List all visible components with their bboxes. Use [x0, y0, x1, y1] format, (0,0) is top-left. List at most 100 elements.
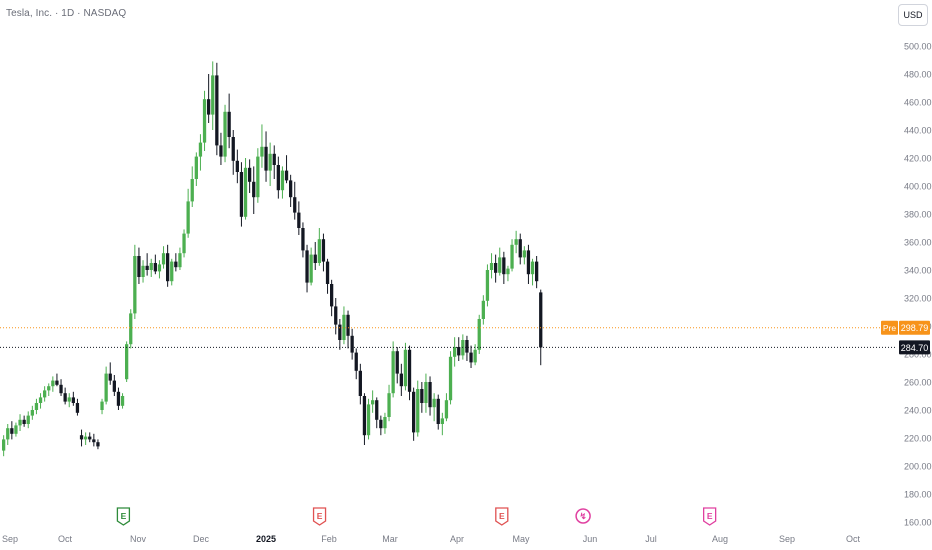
candle — [272, 145, 276, 179]
candle — [514, 230, 518, 254]
candle — [211, 61, 215, 130]
candle — [112, 375, 116, 396]
candle — [26, 411, 30, 429]
candle — [407, 345, 412, 401]
candle — [371, 390, 375, 413]
svg-text:E: E — [707, 511, 713, 521]
candle — [403, 342, 408, 391]
candle — [424, 373, 428, 413]
candle — [284, 155, 289, 184]
candle — [379, 415, 383, 436]
candle — [100, 398, 104, 415]
candle — [325, 258, 330, 294]
candle — [1, 435, 6, 457]
candle — [96, 439, 100, 450]
time-tick-label: Oct — [846, 534, 861, 544]
time-axis[interactable]: Sep Oct Nov Dec 2025 Feb Mar Apr May Jun Jul Aug Sep… — [2, 534, 861, 544]
candle — [510, 239, 514, 272]
time-tick-label: Dec — [193, 534, 210, 544]
last-price-tag: 284.70 — [899, 340, 930, 355]
candle — [518, 233, 522, 265]
candle — [395, 347, 399, 384]
price-tick-label: 220.00 — [904, 434, 932, 444]
price-tick-label: 240.00 — [904, 406, 932, 416]
time-tick-label: Nov — [130, 534, 147, 544]
candle — [34, 398, 39, 415]
candle — [354, 348, 358, 380]
candle — [256, 148, 260, 203]
candle — [535, 256, 539, 289]
candle — [350, 328, 354, 360]
time-tick-label: Mar — [382, 534, 398, 544]
svg-text:E: E — [499, 511, 505, 521]
candle — [88, 432, 92, 443]
candle — [215, 62, 219, 156]
split-event-icon[interactable]: ↯ — [575, 508, 591, 524]
candle — [260, 124, 264, 168]
time-tick-label: Jun — [583, 534, 598, 544]
price-tick-label: 160.00 — [904, 518, 932, 528]
candle — [457, 337, 461, 361]
price-tick-label: 340.00 — [904, 266, 932, 276]
candle — [190, 166, 194, 207]
earnings-event-icon[interactable]: E — [495, 507, 509, 526]
candle — [178, 247, 182, 270]
candle — [79, 429, 84, 447]
price-axis[interactable]: 160.00 180.00 200.00 220.00 240.00 260.00 280.… — [881, 42, 932, 528]
candle — [145, 253, 149, 276]
candle — [321, 233, 326, 272]
candle — [469, 345, 473, 368]
candle — [506, 265, 510, 282]
symbol-title: Tesla, Inc. · 1D · NASDAQ — [6, 8, 127, 19]
earnings-event-icon[interactable]: E — [703, 507, 717, 526]
price-lines-layer — [0, 327, 896, 348]
candle — [207, 74, 211, 123]
candle — [248, 159, 252, 193]
events-layer[interactable]: E E E ↯ E — [116, 507, 717, 526]
price-tick-label: 480.00 — [904, 70, 932, 80]
time-tick-label: Sep — [2, 534, 18, 544]
candle — [84, 432, 88, 445]
candle — [473, 344, 477, 366]
candle — [239, 162, 244, 227]
candle — [227, 93, 231, 149]
time-tick-label: Jul — [645, 534, 657, 544]
candle — [75, 398, 80, 416]
candle — [67, 393, 71, 408]
time-tick-label: Apr — [450, 534, 464, 544]
candle — [498, 247, 502, 276]
last-price-value: 284.70 — [901, 343, 929, 353]
candle — [166, 244, 170, 287]
candle — [481, 295, 485, 325]
candle — [334, 298, 338, 335]
candle — [416, 380, 420, 437]
currency-button[interactable]: USD — [898, 4, 928, 26]
candle — [6, 424, 10, 445]
candle — [412, 387, 416, 441]
candle — [133, 244, 137, 319]
candle — [309, 247, 313, 286]
candle — [194, 152, 198, 186]
candle — [198, 134, 203, 171]
candle — [243, 158, 248, 220]
candle — [313, 242, 317, 270]
candle — [63, 387, 67, 405]
candle — [120, 393, 125, 409]
candle — [338, 319, 342, 350]
time-tick-label: Sep — [779, 534, 795, 544]
time-tick-label: Oct — [58, 534, 73, 544]
svg-text:E: E — [317, 511, 323, 521]
earnings-event-icon[interactable]: E — [312, 507, 327, 526]
candle — [280, 166, 285, 199]
candle — [174, 253, 178, 272]
candle — [268, 142, 272, 186]
candle — [293, 181, 297, 220]
time-tick-label: Aug — [712, 534, 728, 544]
candle — [161, 246, 166, 269]
earnings-event-icon[interactable]: E — [116, 507, 131, 526]
candle — [108, 362, 112, 385]
candle — [489, 253, 494, 279]
premarket-price-tag: Pre 298.79 — [881, 320, 930, 335]
